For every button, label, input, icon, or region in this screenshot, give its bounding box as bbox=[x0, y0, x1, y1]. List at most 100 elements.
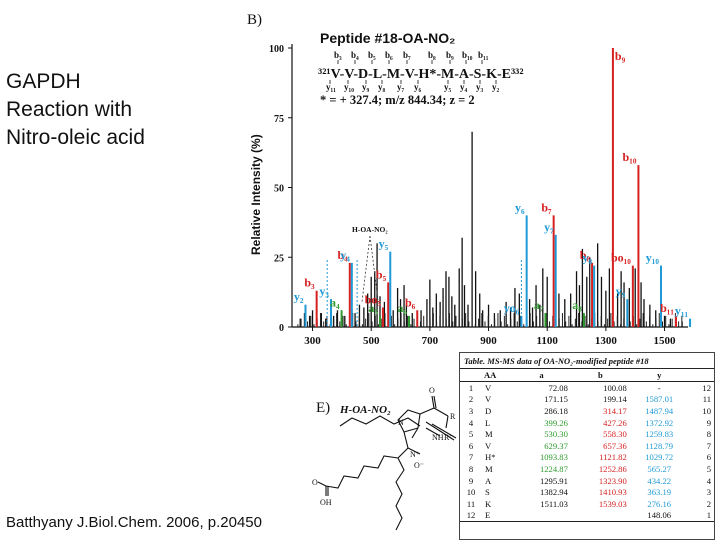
table-cell: 9 bbox=[706, 417, 711, 428]
peak-label-a: a₈ bbox=[572, 298, 582, 312]
table-cell: H* bbox=[485, 452, 496, 463]
x-tick-label: 700 bbox=[422, 335, 439, 347]
peak-label-a: a₆ bbox=[397, 301, 407, 315]
table-header-cell: a bbox=[512, 368, 571, 382]
peak-label-b: b₄ bbox=[338, 248, 349, 262]
b-ion-header: b₇ bbox=[403, 50, 411, 60]
table-cell: 1295.91 bbox=[539, 475, 568, 486]
table-cell: 314.17 bbox=[603, 405, 627, 416]
table-cell: 1372.92 bbox=[645, 417, 674, 428]
table-body: 1 V 72.08 100.08-12 2 V 171.15 199.14 1587.01 11 3… bbox=[460, 382, 714, 523]
table-row: 11 K 1511.03 1539.03 276.16 2 bbox=[460, 498, 714, 510]
y-tick-label: 25 bbox=[274, 253, 284, 264]
table-cell: 1259.83 bbox=[645, 429, 674, 440]
table-cell: 1511.03 bbox=[540, 498, 568, 509]
table-header-row: AA a b y bbox=[460, 368, 714, 382]
table-cell: E bbox=[482, 509, 512, 523]
table-cell: 72.08 bbox=[548, 382, 568, 393]
table-cell: 171.15 bbox=[544, 394, 568, 405]
table-cell: L bbox=[485, 417, 491, 428]
table-cell: 11 bbox=[702, 394, 711, 405]
table-cell: 5 bbox=[468, 429, 474, 440]
msms-data-table: Table. MS-MS data of OA-NO₂-modified pep… bbox=[459, 352, 715, 540]
table-cell: 10 bbox=[466, 487, 476, 498]
table-cell: 3 bbox=[706, 487, 711, 498]
table-row: 10 S 1382.94 1410.93 363.19 3 bbox=[460, 486, 714, 498]
table-cell: 5 bbox=[706, 463, 711, 474]
table-cell: 657.36 bbox=[603, 440, 627, 451]
peak-label-b: b₁₁ bbox=[660, 301, 674, 315]
peak-label-y: y₈ bbox=[583, 251, 593, 265]
peak-label-y: y₁₀ bbox=[646, 251, 660, 265]
peak-label-y: y₇ bbox=[544, 220, 554, 234]
peak-label-a: a₄ bbox=[330, 295, 340, 309]
table-cell: 530.30 bbox=[544, 429, 568, 440]
table-cell: 1410.93 bbox=[598, 487, 627, 498]
peak-label-b: b₆ bbox=[405, 295, 416, 309]
annotation-pointer-line bbox=[361, 235, 371, 303]
table-cell: 11 bbox=[466, 498, 476, 509]
x-tick-label: 1500 bbox=[654, 335, 677, 347]
table-caption: Table. MS-MS data of OA-NO₂-modified pep… bbox=[464, 356, 649, 366]
x-tick-label: 1100 bbox=[536, 335, 558, 347]
table-header-cell: y bbox=[629, 368, 689, 382]
b-ion-header: b₃ bbox=[334, 50, 342, 60]
table-cell: 286.18 bbox=[544, 405, 568, 416]
table-cell: 6 bbox=[468, 440, 474, 451]
y-ion-header: y₃ bbox=[476, 82, 484, 92]
b-ion-header: b₈ bbox=[428, 50, 436, 60]
b-ion-header-row: b₃ b₄ b₅ b₆ b₇ b₈ b₉ b₁₀ b₁₁ bbox=[334, 50, 489, 64]
peak-label-a: a₇ bbox=[534, 298, 544, 312]
table-cell: 363.19 bbox=[647, 487, 672, 498]
panel-b-label: B) bbox=[247, 12, 262, 28]
table-cell: 12 bbox=[702, 382, 711, 393]
table-cell: 1382.94 bbox=[539, 487, 568, 498]
table-row: 1 V 72.08 100.08 - 12 bbox=[460, 382, 714, 394]
table-cell: 1093.83 bbox=[539, 452, 568, 463]
table-cell: 1323.90 bbox=[598, 475, 627, 486]
y-ion-header: y₁₁ bbox=[326, 82, 336, 92]
peak-label-y: y₅ bbox=[379, 237, 389, 251]
table-cell: 2 bbox=[468, 394, 474, 405]
b-ion-header: b₄ bbox=[351, 50, 359, 60]
b-ion-header: b₁₀ bbox=[462, 50, 473, 60]
table-cell: 1487.94 bbox=[645, 405, 674, 416]
y-tick-label: 50 bbox=[274, 184, 284, 195]
peak-label-y: y₃ bbox=[319, 284, 329, 298]
table-cell: 10 bbox=[702, 405, 711, 416]
table-cell: 558.30 bbox=[603, 429, 627, 440]
peak-label-b: b₅ bbox=[376, 267, 387, 281]
table-row: 6 V 629.37 657.36 1128.79 7 bbox=[460, 440, 714, 452]
y-ion-header: y₂ bbox=[492, 82, 500, 92]
modification-note: * = + 327.4; m/z 844.34; z = 2 bbox=[320, 93, 475, 107]
y-tick-label: 100 bbox=[269, 44, 284, 55]
table-cell: 8 bbox=[706, 429, 711, 440]
y-tick-label: 75 bbox=[274, 114, 284, 125]
y-ion-header: y₉ bbox=[362, 82, 370, 92]
table-cell: 1029.72 bbox=[645, 452, 674, 463]
x-tick-label: 1300 bbox=[595, 335, 618, 347]
table-cell: 1539.03 bbox=[598, 498, 627, 509]
table-cell: 399.26 bbox=[544, 417, 568, 428]
peak-label-y: y₂ bbox=[294, 290, 304, 304]
table-cell: V bbox=[485, 382, 492, 393]
table-cell: 12 bbox=[460, 509, 482, 523]
table-cell: 434.22 bbox=[647, 475, 672, 486]
b-ion-header: b₉ bbox=[446, 50, 454, 60]
table-cell: 1128.79 bbox=[645, 440, 674, 451]
table-row: 3 D 286.18 314.17 1487.94 10 bbox=[460, 405, 714, 417]
slide-title: GAPDH Reaction with Nitro-oleic acid bbox=[6, 68, 145, 152]
y-tick-label: 0 bbox=[279, 323, 284, 334]
b-ion-header: b₆ bbox=[385, 50, 393, 60]
y-ion-header: y₇ bbox=[397, 82, 405, 92]
table-cell: V bbox=[485, 440, 492, 451]
y-ion-header: y₅ bbox=[444, 82, 452, 92]
spectrum-peaks bbox=[297, 48, 692, 327]
table-row: 5 M 530.30 558.30 1259.83 8 bbox=[460, 428, 714, 440]
table-cell: 629.37 bbox=[544, 440, 568, 451]
peak-label-b: b₃ bbox=[304, 276, 315, 290]
peak-label-b: b₈ bbox=[580, 248, 591, 262]
y-ion-header: y₆ bbox=[414, 82, 422, 92]
y-ion-header: y₁₀ bbox=[344, 82, 354, 92]
table-cell: M bbox=[485, 463, 493, 474]
